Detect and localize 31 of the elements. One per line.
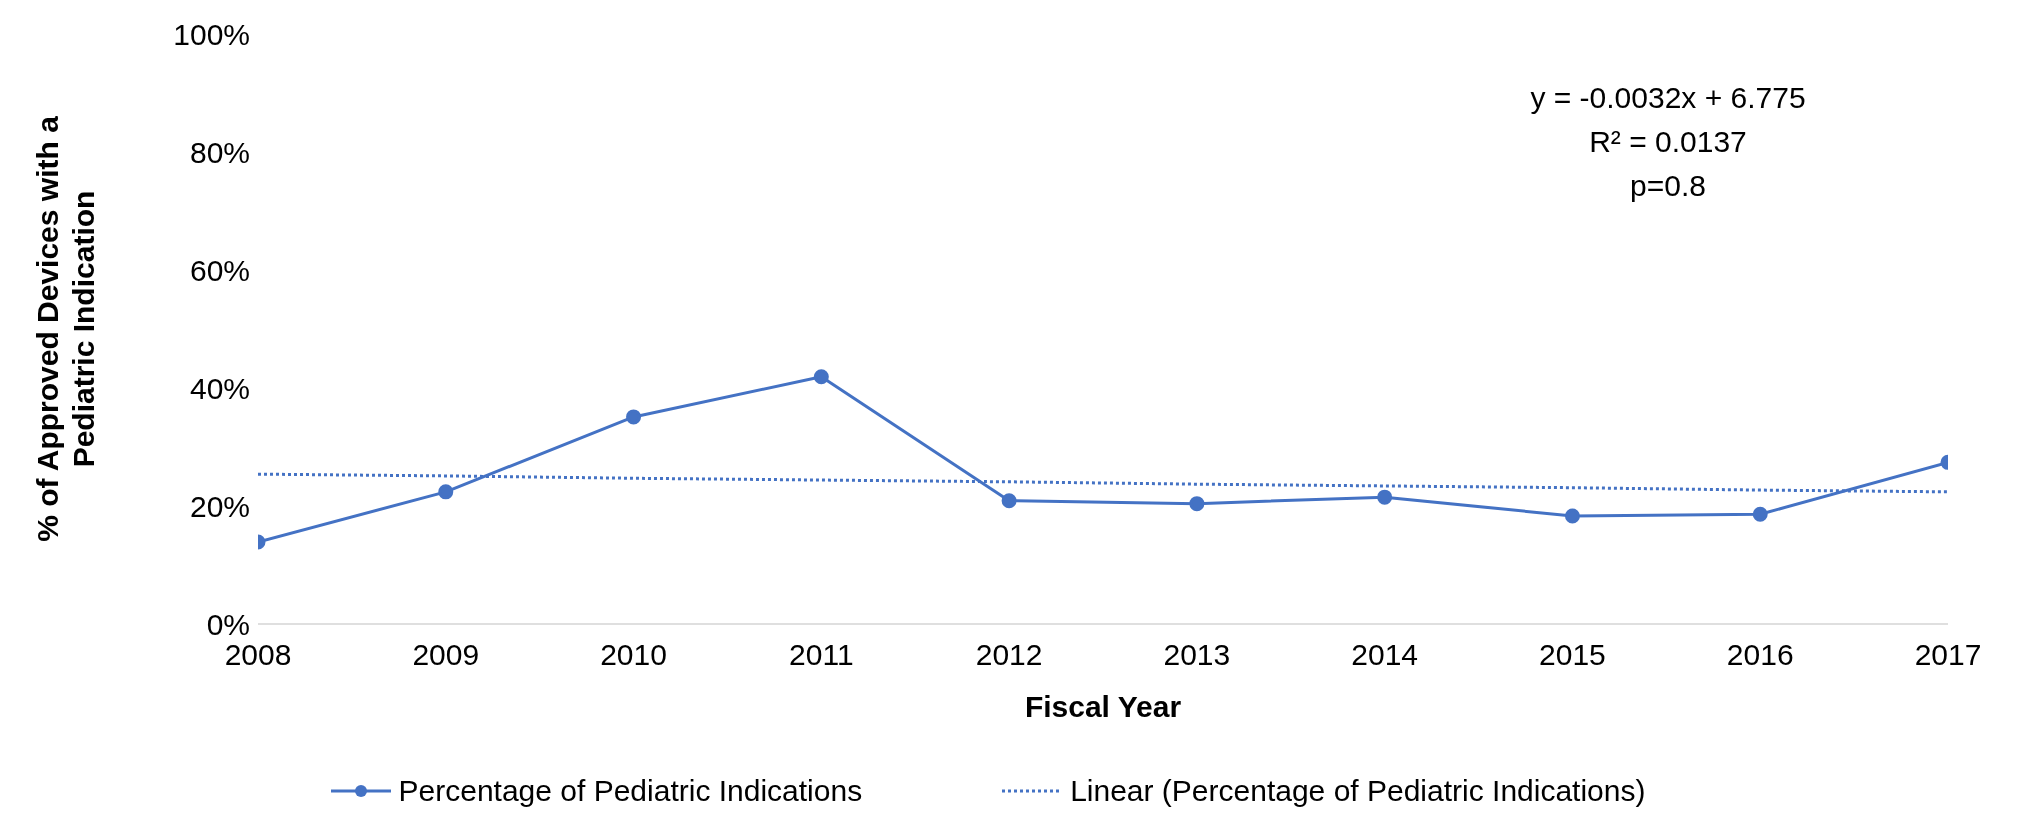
legend-label: Linear (Percentage of Pediatric Indications) xyxy=(1070,774,1646,808)
x-tick-label: 2015 xyxy=(1539,638,1606,672)
x-tick-label: 2016 xyxy=(1726,638,1794,672)
x-tick-label: 2012 xyxy=(975,638,1043,672)
x-tick-label: 2017 xyxy=(1914,638,1982,672)
point xyxy=(1564,508,1580,524)
x-axis-title: Fiscal Year xyxy=(1024,690,1182,724)
x-tick-label: 2013 xyxy=(1163,638,1231,672)
point xyxy=(438,484,454,500)
y-tick-label: 80% xyxy=(189,135,250,169)
x-tick-label: 2010 xyxy=(600,638,667,672)
point xyxy=(626,409,642,425)
point xyxy=(1001,493,1017,509)
point xyxy=(1377,489,1393,505)
point xyxy=(813,369,829,385)
y-axis-title: % of Approved Devices with a Pediatric Indication xyxy=(31,115,100,542)
x-tick-label: 2008 xyxy=(224,638,292,672)
legend-label: Percentage of Pediatric Indications xyxy=(398,774,863,808)
x-tick-label: 2014 xyxy=(1351,638,1419,672)
x-tick-label: 2011 xyxy=(789,638,854,672)
point xyxy=(1189,496,1205,512)
y-tick-label: 60% xyxy=(189,253,250,287)
y-tick-label: 20% xyxy=(189,489,250,523)
y-tick-label: 100% xyxy=(173,17,250,51)
annotation: p=0.8 xyxy=(1630,169,1706,202)
x-tick-label: 2009 xyxy=(412,638,480,672)
y-tick-label: 0% xyxy=(206,607,250,641)
y-tick-label: 40% xyxy=(189,371,250,405)
point xyxy=(1752,506,1768,522)
annotation: R² = 0.0137 xyxy=(1589,125,1747,158)
annotation: y = -0.0032x + 6.775 xyxy=(1530,81,1806,114)
